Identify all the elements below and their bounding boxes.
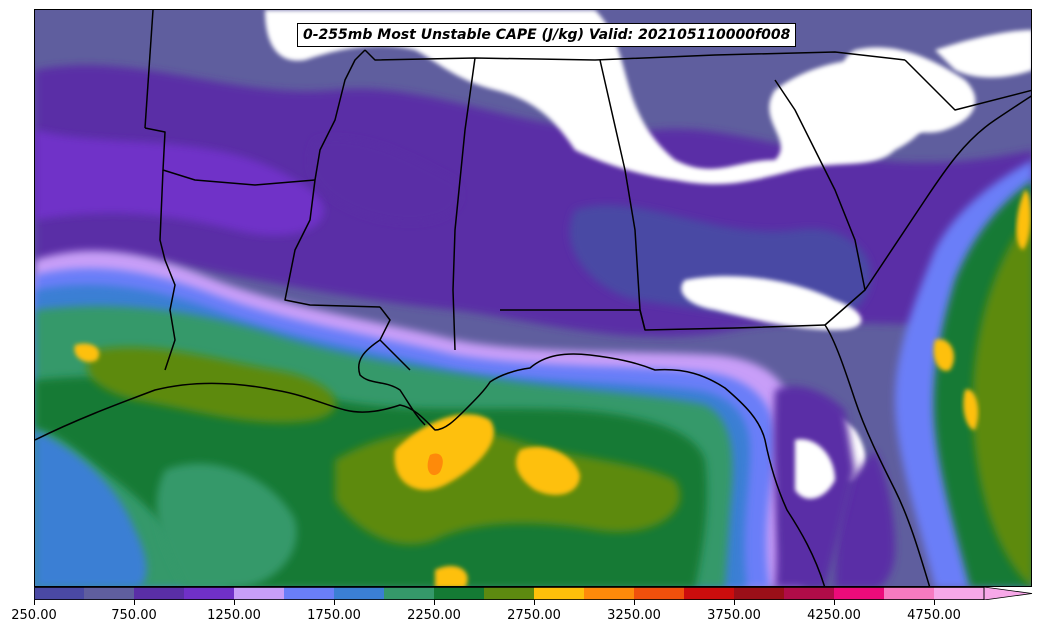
cape-band-3000 xyxy=(1016,190,1031,250)
coastline xyxy=(358,339,426,426)
state-border xyxy=(904,59,1031,111)
no-cape-region xyxy=(795,439,835,499)
colorbar-tick xyxy=(534,600,535,605)
colorbar-segment xyxy=(234,587,285,600)
boundary-lines xyxy=(35,10,1031,586)
cape-band-2250 xyxy=(156,463,297,586)
cape-band-3000 xyxy=(515,446,580,495)
coastline xyxy=(35,353,826,586)
no-cape-region xyxy=(681,276,862,330)
colorbar-tick-label: 3250.00 xyxy=(607,608,661,623)
colorbar-segment xyxy=(534,587,585,600)
colorbar-tick-label: 4750.00 xyxy=(907,608,961,623)
cape-field-map xyxy=(35,10,1031,586)
colorbar-tick xyxy=(734,600,735,605)
cape-band-2750 xyxy=(972,212,1031,586)
state-border xyxy=(144,10,154,129)
coastline xyxy=(864,95,1031,291)
colorbar-outline xyxy=(34,587,985,600)
colorbar-segment xyxy=(884,587,935,600)
colorbar-segment xyxy=(84,587,135,600)
colorbar-segment xyxy=(284,587,335,600)
state-border xyxy=(500,309,826,331)
no-cape-region xyxy=(844,47,976,133)
colorbar-tick-label: 2250.00 xyxy=(407,608,461,623)
cape-band-3000 xyxy=(963,389,979,430)
colorbar-extend-arrow xyxy=(983,587,1033,600)
colorbar-segment xyxy=(734,587,785,600)
map-title: 0-255mb Most Unstable CAPE (J/kg) Valid:… xyxy=(297,23,797,47)
colorbar-segment xyxy=(434,587,485,600)
colorbar-segment xyxy=(834,587,885,600)
cape-band-3000 xyxy=(435,566,468,586)
coastline xyxy=(824,324,931,586)
cape-band-3250 xyxy=(427,453,443,476)
state-border xyxy=(144,127,316,186)
state-border xyxy=(364,49,906,61)
map-panel: 0-255mb Most Unstable CAPE (J/kg) Valid:… xyxy=(34,9,1032,587)
colorbar-tick-label: 1750.00 xyxy=(307,608,361,623)
colorbar-segment xyxy=(484,587,535,600)
state-border xyxy=(452,57,476,351)
no-cape-region xyxy=(265,10,933,185)
colorbar-segment xyxy=(384,587,435,600)
no-cape-region xyxy=(935,30,1031,78)
colorbar-segment xyxy=(184,587,235,600)
colorbar xyxy=(34,587,1033,600)
colorbar-segment xyxy=(934,587,985,600)
state-border xyxy=(159,169,176,371)
colorbar-segment xyxy=(34,587,85,600)
colorbar-tick-label: 2750.00 xyxy=(507,608,561,623)
colorbar-tick xyxy=(234,600,235,605)
colorbar-tick-label: 750.00 xyxy=(111,608,157,623)
cape-band-3000 xyxy=(394,414,494,490)
colorbar-tick xyxy=(34,600,35,605)
cape-band-2750 xyxy=(87,347,336,423)
cape-band-1250 xyxy=(35,130,324,236)
colorbar-segment xyxy=(334,587,385,600)
colorbar-tick xyxy=(834,600,835,605)
colorbar-segment xyxy=(134,587,185,600)
colorbar-tick xyxy=(434,600,435,605)
cape-band-3000 xyxy=(933,339,955,371)
state-border xyxy=(314,49,366,181)
colorbar-tick xyxy=(334,600,335,605)
cape-band-1000 xyxy=(309,138,461,223)
colorbar-tick xyxy=(934,600,935,605)
colorbar-segment xyxy=(634,587,685,600)
cape-band-2000 xyxy=(35,430,147,586)
colorbar-segment xyxy=(584,587,635,600)
colorbar-tick-label: 1250.00 xyxy=(207,608,261,623)
colorbar-segment xyxy=(684,587,735,600)
colorbar-segment xyxy=(784,587,835,600)
cape-band-3000 xyxy=(74,343,100,363)
colorbar-tick xyxy=(634,600,635,605)
colorbar-tick-label: 250.00 xyxy=(11,608,57,623)
colorbar-tick-label: 3750.00 xyxy=(707,608,761,623)
colorbar-tick-labels: 250.00 750.00 1250.00 1750.00 2250.00 2750.00… xyxy=(0,600,1042,630)
colorbar-tick xyxy=(134,600,135,605)
colorbar-tick-label: 4250.00 xyxy=(807,608,861,623)
state-border xyxy=(284,179,381,308)
